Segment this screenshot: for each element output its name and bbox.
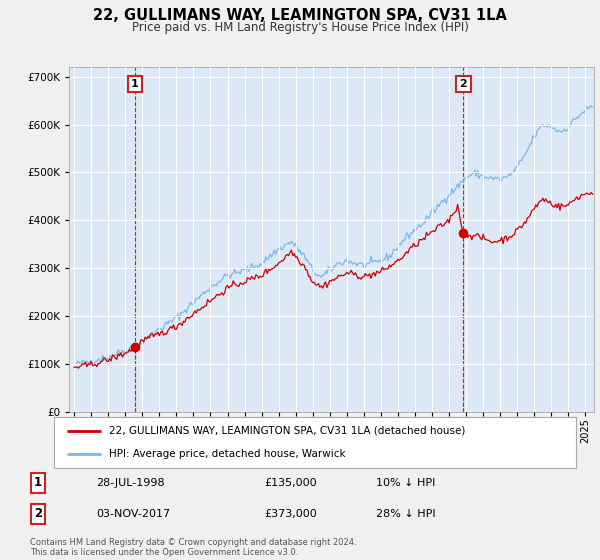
Text: 2: 2 <box>460 79 467 89</box>
Text: HPI: Average price, detached house, Warwick: HPI: Average price, detached house, Warw… <box>109 449 346 459</box>
Text: 22, GULLIMANS WAY, LEAMINGTON SPA, CV31 1LA (detached house): 22, GULLIMANS WAY, LEAMINGTON SPA, CV31 … <box>109 426 465 436</box>
Text: 03-NOV-2017: 03-NOV-2017 <box>97 509 170 519</box>
Text: 28-JUL-1998: 28-JUL-1998 <box>97 478 165 488</box>
Text: 1: 1 <box>131 79 139 89</box>
Text: Contains HM Land Registry data © Crown copyright and database right 2024.
This d: Contains HM Land Registry data © Crown c… <box>30 538 356 557</box>
Text: 1: 1 <box>34 477 42 489</box>
Text: Price paid vs. HM Land Registry's House Price Index (HPI): Price paid vs. HM Land Registry's House … <box>131 21 469 34</box>
Text: 2: 2 <box>34 507 42 520</box>
Text: 10% ↓ HPI: 10% ↓ HPI <box>376 478 435 488</box>
Text: £135,000: £135,000 <box>264 478 317 488</box>
Text: 28% ↓ HPI: 28% ↓ HPI <box>376 509 435 519</box>
Text: 22, GULLIMANS WAY, LEAMINGTON SPA, CV31 1LA: 22, GULLIMANS WAY, LEAMINGTON SPA, CV31 … <box>93 8 507 24</box>
Text: £373,000: £373,000 <box>264 509 317 519</box>
